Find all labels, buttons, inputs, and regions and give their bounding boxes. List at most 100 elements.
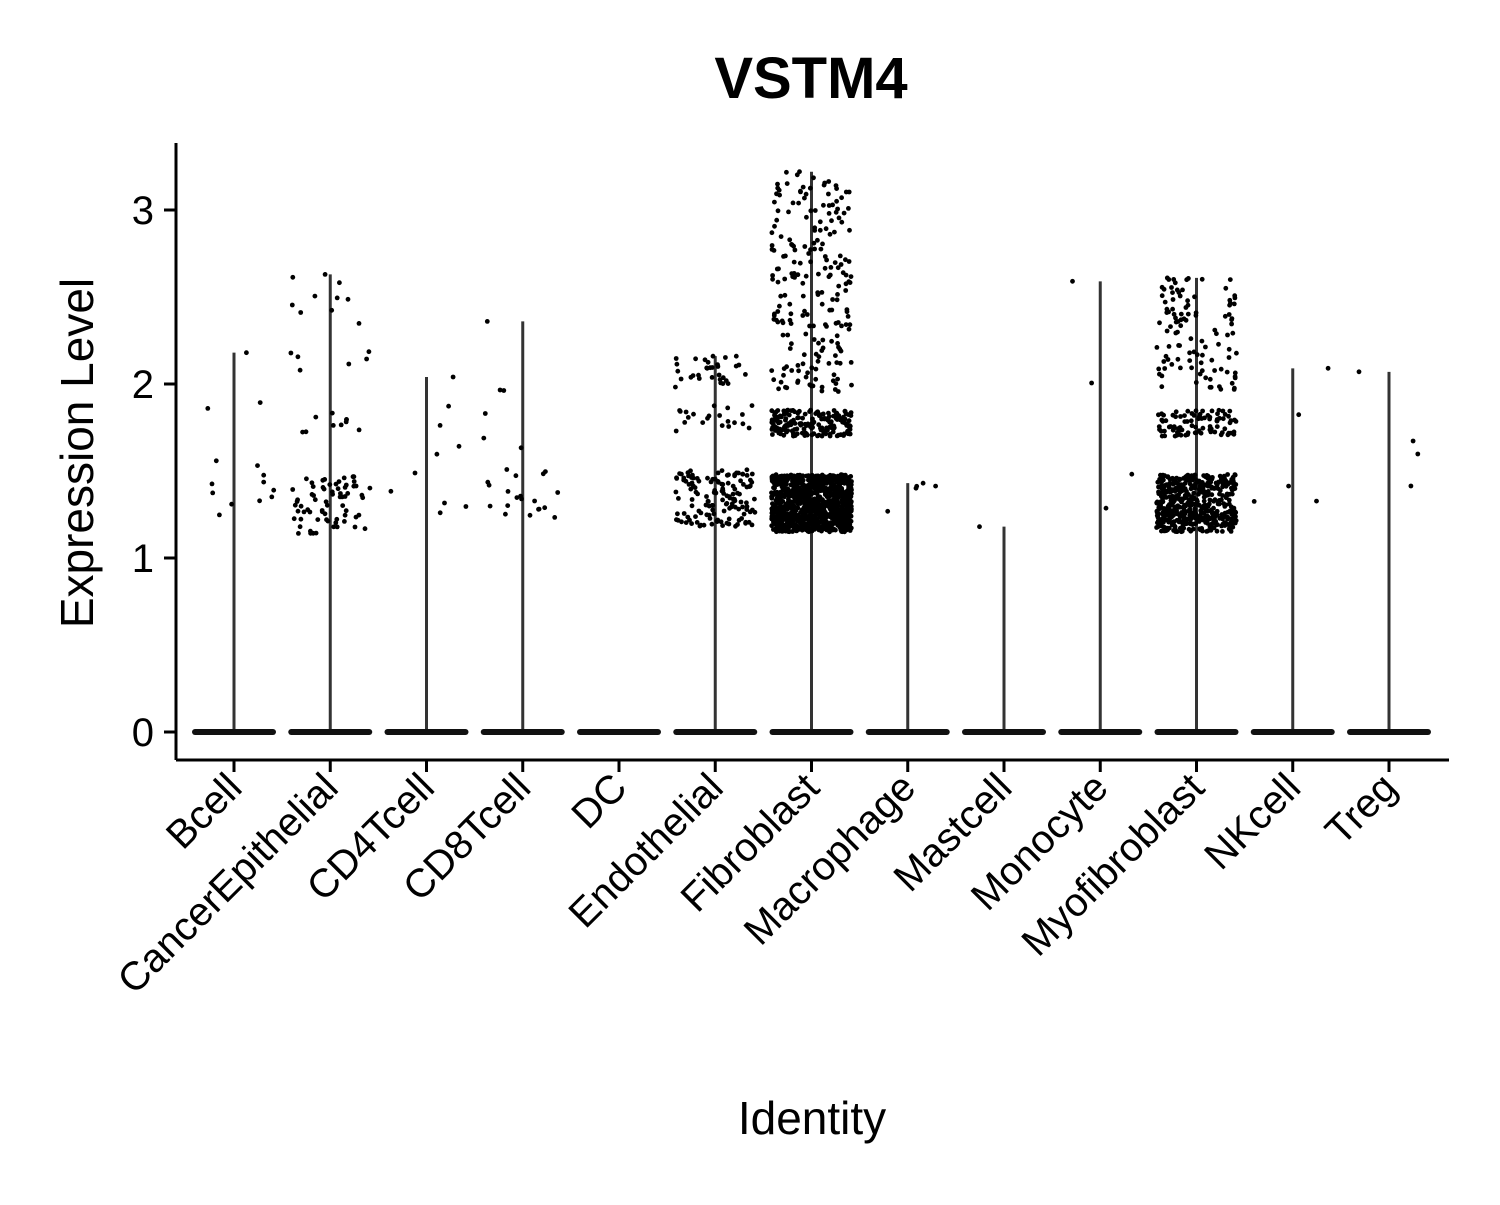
data-point bbox=[334, 524, 340, 530]
data-point bbox=[1190, 522, 1195, 527]
data-point bbox=[532, 498, 537, 504]
zero-points-band bbox=[1154, 729, 1239, 735]
data-point bbox=[213, 458, 219, 464]
data-point bbox=[826, 179, 832, 184]
data-point bbox=[736, 470, 741, 476]
data-point bbox=[782, 276, 788, 282]
data-point bbox=[773, 414, 779, 420]
data-point bbox=[815, 433, 820, 439]
data-point bbox=[1201, 498, 1207, 504]
data-point bbox=[1170, 306, 1175, 312]
data-point bbox=[773, 491, 779, 497]
data-point bbox=[733, 353, 739, 359]
data-point bbox=[710, 507, 716, 513]
data-point bbox=[456, 443, 462, 449]
data-point bbox=[913, 485, 919, 491]
data-point bbox=[497, 387, 503, 393]
data-point bbox=[1199, 276, 1205, 282]
data-point bbox=[805, 487, 810, 493]
data-point bbox=[838, 489, 844, 495]
data-point bbox=[840, 518, 846, 523]
data-point bbox=[717, 413, 722, 418]
data-point bbox=[1165, 505, 1171, 510]
data-point bbox=[1190, 484, 1196, 490]
data-point bbox=[244, 350, 249, 356]
data-point bbox=[1175, 503, 1181, 509]
data-point bbox=[1176, 343, 1181, 348]
data-point bbox=[740, 504, 745, 510]
data-point bbox=[1224, 491, 1230, 497]
data-point bbox=[812, 208, 818, 213]
data-point bbox=[746, 425, 752, 431]
data-point bbox=[785, 529, 791, 534]
data-point bbox=[837, 253, 843, 259]
data-point bbox=[808, 247, 813, 253]
data-point bbox=[356, 321, 362, 326]
data-point bbox=[817, 227, 823, 233]
data-point bbox=[345, 296, 351, 302]
data-point bbox=[834, 198, 839, 204]
data-point bbox=[1169, 285, 1174, 290]
data-point bbox=[687, 517, 692, 523]
data-point bbox=[1175, 329, 1180, 335]
data-point bbox=[704, 494, 709, 499]
data-point bbox=[732, 472, 738, 477]
data-point bbox=[825, 427, 830, 433]
zero-points-band bbox=[192, 729, 276, 735]
data-point bbox=[815, 237, 820, 243]
data-point bbox=[719, 468, 725, 473]
data-point bbox=[304, 476, 309, 482]
data-point bbox=[726, 516, 732, 522]
data-point bbox=[1157, 521, 1162, 527]
data-point bbox=[1197, 526, 1203, 532]
data-point bbox=[356, 512, 362, 518]
data-point bbox=[711, 403, 717, 409]
data-point bbox=[844, 423, 850, 428]
data-point bbox=[1232, 370, 1238, 376]
data-point bbox=[1178, 323, 1184, 329]
data-point bbox=[1155, 479, 1161, 485]
data-point bbox=[803, 191, 809, 197]
data-point bbox=[1231, 387, 1237, 392]
data-point bbox=[1209, 408, 1215, 414]
data-point bbox=[1232, 486, 1238, 491]
data-point bbox=[736, 517, 742, 523]
data-point bbox=[847, 528, 853, 533]
data-point bbox=[1158, 499, 1164, 504]
data-point bbox=[798, 421, 804, 426]
data-point bbox=[774, 217, 780, 223]
data-point bbox=[800, 493, 806, 499]
data-point bbox=[1164, 509, 1170, 515]
data-point bbox=[706, 413, 712, 419]
data-point bbox=[1070, 278, 1075, 284]
data-point bbox=[741, 511, 747, 517]
data-point bbox=[848, 274, 854, 279]
data-point bbox=[705, 498, 711, 504]
data-point bbox=[724, 501, 730, 506]
data-point bbox=[846, 259, 852, 264]
data-point bbox=[329, 410, 335, 416]
data-point bbox=[801, 352, 807, 358]
data-point bbox=[342, 519, 347, 524]
data-point bbox=[1156, 366, 1162, 372]
data-point bbox=[1188, 418, 1194, 424]
data-point bbox=[1193, 424, 1198, 430]
data-point bbox=[788, 419, 794, 425]
x-tick-label: DC bbox=[563, 765, 635, 837]
data-point bbox=[1205, 489, 1211, 494]
data-point bbox=[269, 494, 275, 500]
data-point bbox=[798, 188, 803, 194]
data-point bbox=[771, 485, 776, 491]
data-point bbox=[689, 497, 695, 502]
data-point bbox=[1214, 418, 1220, 424]
data-point bbox=[790, 274, 796, 280]
data-point bbox=[725, 480, 731, 486]
data-point bbox=[847, 227, 852, 233]
data-point bbox=[514, 495, 520, 500]
data-point bbox=[338, 422, 344, 428]
data-point bbox=[710, 353, 716, 359]
data-point bbox=[683, 520, 689, 525]
data-point bbox=[312, 497, 318, 503]
data-point bbox=[1207, 497, 1213, 503]
data-point bbox=[1233, 482, 1239, 487]
